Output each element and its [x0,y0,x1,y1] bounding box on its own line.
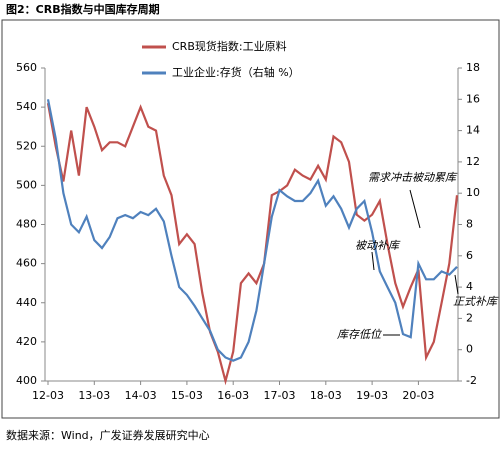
y2-tick-label: 8 [466,218,473,231]
y2-tick-label: 4 [466,280,473,293]
chart-title: 图2：CRB指数与中国库存周期 [6,2,160,16]
series-line [46,99,458,362]
x-tick-label: 14-03 [125,389,157,402]
frame [1,19,500,419]
y-tick-label: 500 [16,178,37,191]
x-tick-label: 12-03 [32,389,64,402]
y2-tick-label: 10 [466,186,480,199]
x-tick-label: 16-03 [217,389,249,402]
x-tick-label: 18-03 [310,389,342,402]
y-tick-label: 420 [16,335,37,348]
source: 数据来源：Wind，广发证券发展研究中心 [6,428,210,442]
annotation-arrow [371,251,375,271]
annotation: 正式补库 [453,295,499,308]
y2-tick-label: 6 [466,249,473,262]
y-tick-label: 460 [16,257,37,270]
y-tick-label: 540 [16,100,37,113]
y2-tick-label: -2 [466,374,477,387]
y-tick-label: 560 [16,61,37,74]
series-line [46,103,459,386]
y2-tick-label: 16 [466,92,480,105]
annotation-arrow [409,189,421,229]
x-tick-label: 17-03 [264,389,296,402]
annotation: 库存低位 [337,328,382,341]
x-tick-label: 19-03 [356,389,388,402]
y-tick-label: 400 [16,374,37,387]
y2-tick-label: 18 [466,61,480,74]
y-tick-label: 440 [16,296,37,309]
y2-tick-label: 12 [466,155,480,168]
annotation: 需求冲击被动累库 [368,171,458,184]
annotation: 被动补库 [355,239,401,252]
y2-tick-label: 14 [466,124,480,137]
x-tick-label: 15-03 [171,389,203,402]
annotation-arrow [454,274,459,295]
y2-tick-label: 0 [466,343,473,356]
x-tick-label: 13-03 [78,389,110,402]
y-tick-label: 520 [16,139,37,152]
legend-label: CRB现货指数:工业原料 [172,39,287,53]
y2-tick-label: 2 [466,311,473,324]
y-tick-label: 480 [16,218,37,231]
x-tick-label: 20-03 [402,389,434,402]
legend-label: 工业企业:存货（右轴 %） [172,65,300,79]
